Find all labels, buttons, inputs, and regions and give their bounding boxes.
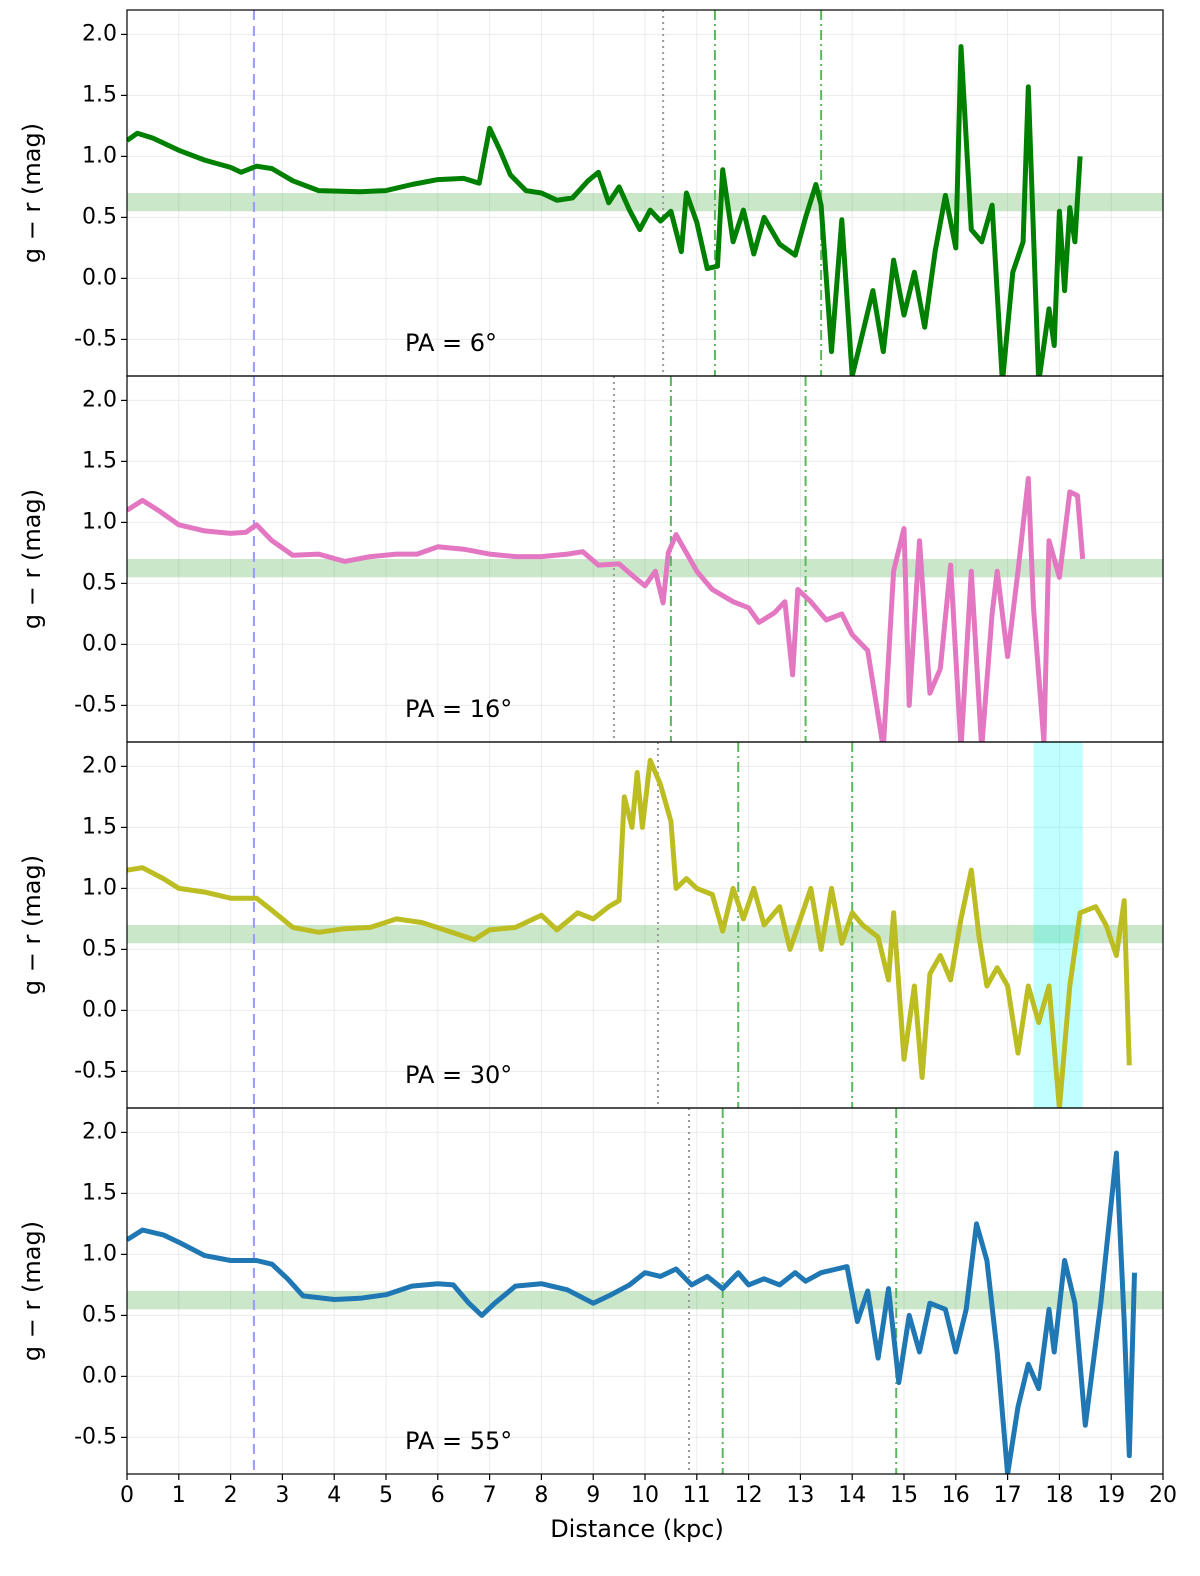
x-tick-label: 11 [683, 1483, 711, 1508]
x-tick-label: 4 [327, 1483, 341, 1508]
x-tick-label: 10 [631, 1483, 659, 1508]
panel: -0.50.00.51.01.52.00 1 2 3 4 5 6 7 8 9 10 11 12 13 14 1… [18, 1107, 1177, 1543]
x-tick-label: 0 [120, 1483, 134, 1508]
y-axis-label: g − r (mag) [18, 1221, 46, 1361]
y-tick-label: 0.0 [82, 997, 117, 1022]
y-tick-label: -0.5 [74, 1058, 117, 1083]
x-tick-label: 5 [379, 1483, 393, 1508]
x-tick-label: 3 [275, 1483, 289, 1508]
y-tick-label: 2.0 [82, 753, 117, 778]
highlight-band [1033, 742, 1083, 1108]
x-tick-label: 13 [786, 1483, 814, 1508]
y-tick-label: 1.5 [82, 448, 117, 473]
y-tick-label: -0.5 [74, 1424, 117, 1449]
y-tick-label: 0.0 [82, 631, 117, 656]
y-axis-label: g − r (mag) [18, 855, 46, 995]
x-tick-label: 12 [735, 1483, 763, 1508]
x-tick-label: 18 [1045, 1483, 1073, 1508]
y-tick-label: 0.5 [82, 204, 117, 229]
y-tick-label: 1.5 [82, 82, 117, 107]
annotation: PA = 30° [405, 1061, 512, 1089]
annotation: PA = 16° [405, 695, 512, 723]
y-tick-label: 1.5 [82, 1180, 117, 1205]
color-band [127, 193, 1163, 212]
data-line [127, 476, 1086, 742]
color-band [127, 925, 1163, 944]
data-line [127, 757, 1132, 1108]
data-line [127, 44, 1083, 376]
y-tick-label: 0.0 [82, 1363, 117, 1388]
plot-area [127, 10, 1163, 376]
y-tick-label: 1.0 [82, 509, 117, 534]
color-band [127, 559, 1163, 578]
y-axis-label: g − r (mag) [18, 123, 46, 263]
y-tick-label: 1.0 [82, 143, 117, 168]
x-tick-label: 6 [431, 1483, 445, 1508]
panel: -0.5 0.0 0.5 1.0 1.5 2.0 g − r (mag) PA = 6° [18, 9, 1164, 377]
data-line [127, 1150, 1137, 1474]
y-axis-label: g − r (mag) [18, 489, 46, 629]
y-tick-label: 2.0 [82, 387, 117, 412]
plot-area [127, 376, 1163, 742]
x-tick-label: 15 [890, 1483, 918, 1508]
x-tick-label: 1 [172, 1483, 186, 1508]
annotation: PA = 6° [405, 329, 497, 357]
x-tick-label: 9 [586, 1483, 600, 1508]
annotation: PA = 55° [405, 1427, 512, 1455]
x-tick-label: 17 [994, 1483, 1022, 1508]
y-tick-label: -0.5 [74, 326, 117, 351]
y-tick-label: 0.5 [82, 570, 117, 595]
y-tick-label: 2.0 [82, 1119, 117, 1144]
x-tick-label: 2 [224, 1483, 238, 1508]
x-tick-label: 19 [1097, 1483, 1125, 1508]
x-tick-label: 16 [942, 1483, 970, 1508]
x-tick-label: 8 [534, 1483, 548, 1508]
panel: -0.5 0.0 0.5 1.0 1.5 2.0 g − r (mag) PA = 16° [18, 375, 1164, 743]
y-tick-label: 0.0 [82, 265, 117, 290]
plot-area [127, 1108, 1163, 1474]
y-tick-label: 0.5 [82, 936, 117, 961]
y-tick-label: 0.5 [82, 1302, 117, 1327]
color-band [127, 1291, 1163, 1310]
y-tick-label: 2.0 [82, 21, 117, 46]
x-tick-label: 7 [483, 1483, 497, 1508]
x-axis-label: Distance (kpc) [550, 1515, 724, 1543]
y-tick-label: 1.5 [82, 814, 117, 839]
x-tick-label: 20 [1149, 1483, 1177, 1508]
y-tick-label: 1.0 [82, 875, 117, 900]
panel: -0.5 0.0 0.5 1.0 1.5 2.0 g − r (mag) PA = 30° [18, 741, 1164, 1109]
y-tick-label: 1.0 [82, 1241, 117, 1266]
x-tick-label: 14 [838, 1483, 866, 1508]
y-tick-label: -0.5 [74, 692, 117, 717]
plot-area [127, 742, 1163, 1108]
